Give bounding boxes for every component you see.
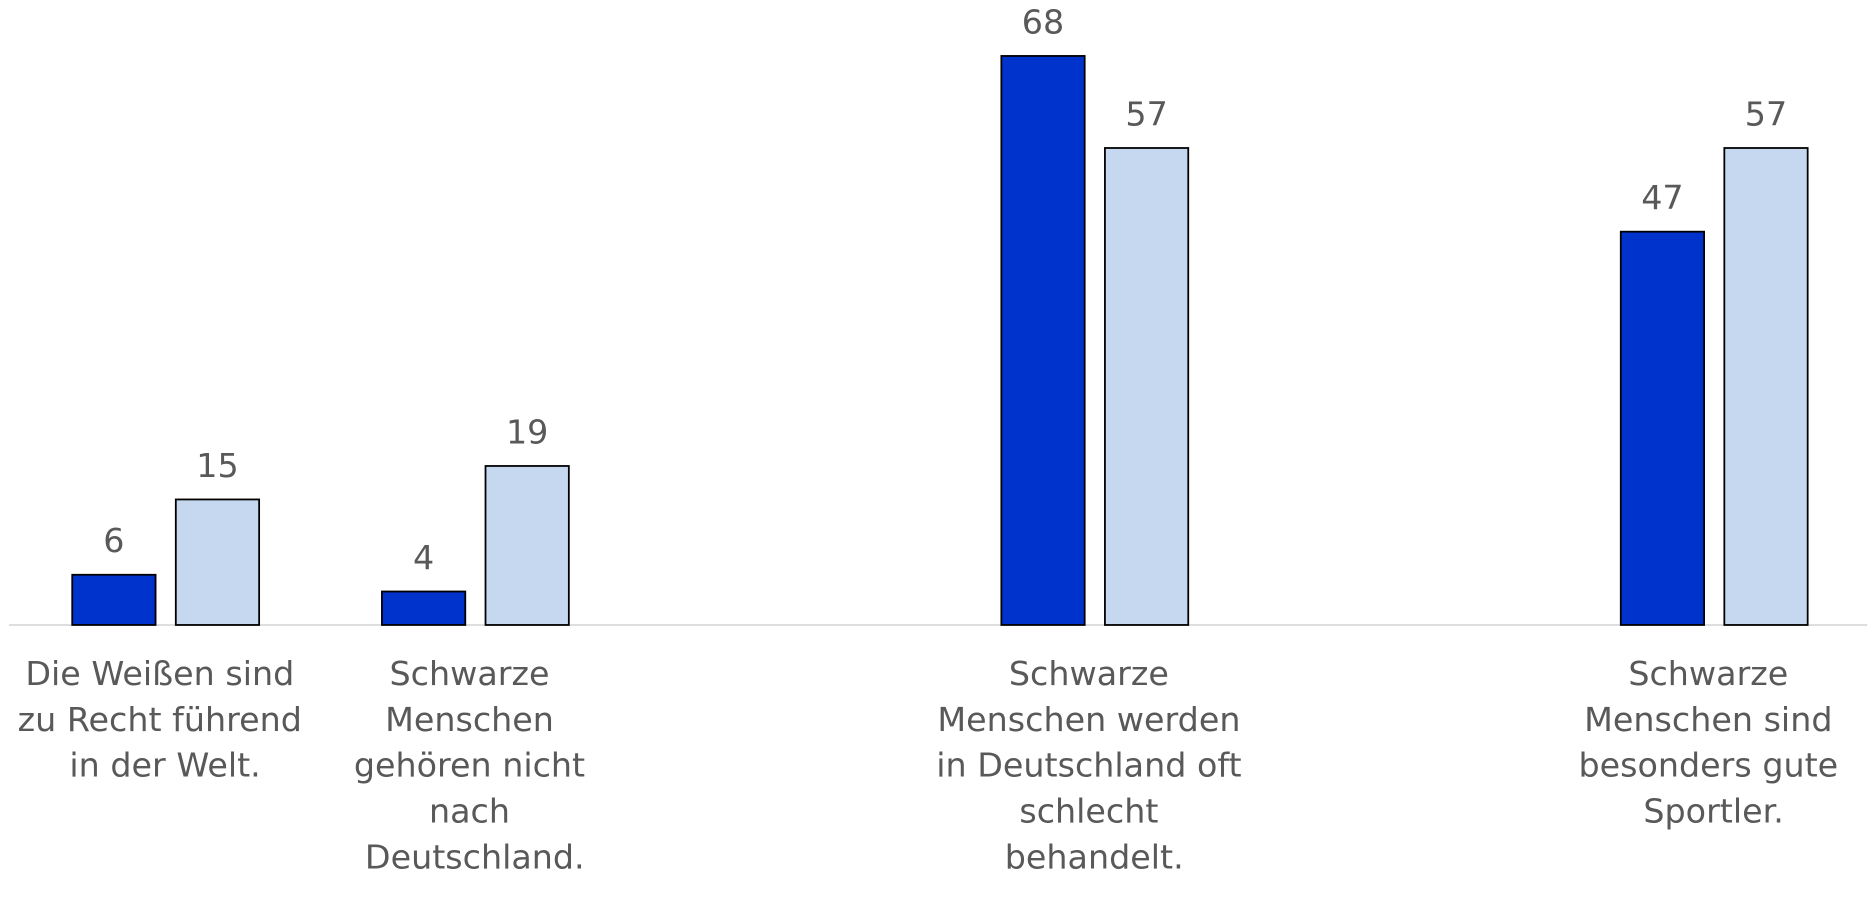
x-tick-label: Schwarze Menschen sind besonders gute Sp… [1578,653,1848,829]
x-tick-label: Schwarze Menschen werden in Deutschland … [936,653,1252,875]
bar [1000,55,1086,626]
data-label: 6 [103,521,124,560]
bar [484,465,570,626]
data-label: 47 [1641,178,1683,217]
x-tick-label: Die Weißen sind zu Recht führend in der … [18,653,313,784]
bar [1723,147,1809,626]
data-label: 57 [1125,94,1167,133]
data-label: 57 [1745,94,1787,133]
data-label: 15 [196,446,238,485]
bar [1619,230,1705,626]
x-tick-label: Schwarze Menschen gehören nicht nach Deu… [354,653,596,875]
bar [381,590,467,626]
data-label: 19 [506,412,548,451]
data-label: 68 [1022,2,1064,41]
data-label: 4 [413,538,434,577]
bar [174,498,261,626]
bar [1104,147,1190,626]
bar [71,573,157,626]
